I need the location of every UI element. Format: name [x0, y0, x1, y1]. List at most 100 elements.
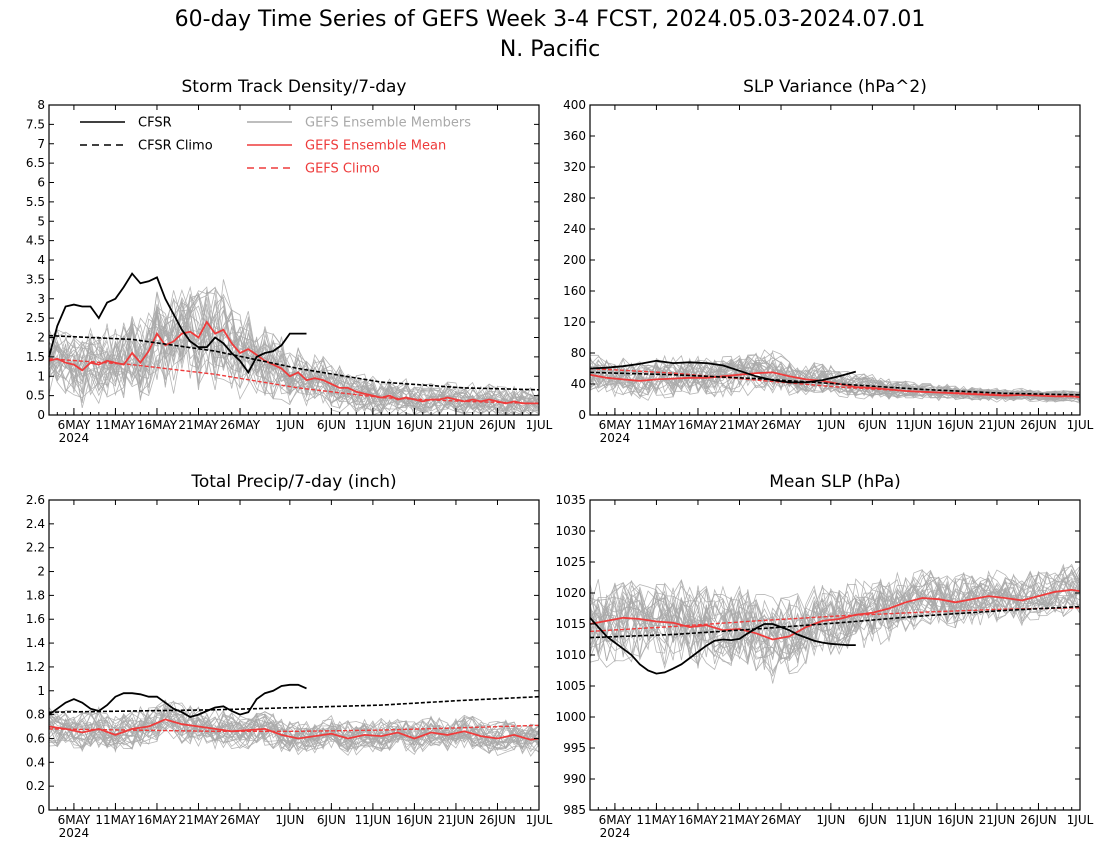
x-tick-label: 21JUN — [979, 418, 1016, 432]
x-tick-label: 26MAY — [761, 418, 802, 432]
ensemble-member-line — [48, 279, 540, 412]
ensemble-member-line — [589, 360, 1081, 402]
cfsr-line — [589, 359, 857, 384]
panel-title: Mean SLP (hPa) — [769, 472, 901, 492]
y-tick-label: 990 — [563, 772, 586, 786]
y-tick-label: 7.5 — [26, 117, 45, 131]
x-tick-label: 11MAY — [636, 813, 677, 827]
x-tick-label: 26MAY — [761, 813, 802, 827]
x-tick-label: 21MAY — [178, 813, 219, 827]
ensemble-member-line — [589, 571, 1081, 655]
x-tick-label: 21JUN — [979, 813, 1016, 827]
x-tick-label: 11MAY — [95, 418, 136, 432]
y-tick-label: 4.5 — [26, 234, 45, 248]
plot-frame — [48, 499, 540, 811]
y-tick-label: 1 — [37, 369, 45, 383]
y-tick-label: 0.6 — [26, 731, 45, 745]
legend-label-cfsr: CFSR — [138, 116, 172, 131]
y-tick-label: 5.5 — [26, 195, 45, 209]
y-tick-label: 0 — [37, 408, 45, 422]
y-tick-label: 1025 — [555, 555, 586, 569]
y-tick-label: 1005 — [555, 679, 586, 693]
y-tick-label: 6 — [37, 176, 45, 190]
y-axis: 0 0.5 1 1.5 2 2.5 3 3.5 4 4.5 5 5.5 6 6.5 7 7.5 8 — [26, 98, 539, 422]
x-tick-label: 16MAY — [678, 813, 719, 827]
x-tick-sublabel: 2024 — [59, 826, 90, 840]
y-tick-label: 200 — [563, 253, 586, 267]
y-tick-label: 0.2 — [26, 779, 45, 793]
x-tick-label: 6MAY — [58, 813, 91, 827]
x-tick-label: 16JUN — [396, 418, 433, 432]
legend: CFSR CFSR Climo GEFS Ensemble Members GEFS … — [80, 116, 471, 177]
y-axis: 985 990 995 1000 1005 1010 1015 1020 1025 1030 103… — [555, 493, 1080, 817]
ensemble-member-line — [589, 568, 1081, 642]
x-tick-label: 1JUL — [526, 813, 553, 827]
y-axis: 0 40 80 120 160 200 240 280 320 360 400 — [563, 98, 1080, 422]
ensemble-members — [48, 279, 540, 417]
panel-title: SLP Variance (hPa^2) — [743, 77, 927, 97]
ensemble-member-line — [589, 577, 1081, 648]
x-tick-label: 26JUN — [479, 418, 516, 432]
y-tick-label: 280 — [563, 191, 586, 205]
panel-title: Storm Track Density/7-day — [182, 77, 407, 97]
y-tick-label: 3.5 — [26, 272, 45, 286]
x-tick-label: 11JUN — [896, 418, 933, 432]
y-tick-label: 985 — [563, 803, 586, 817]
y-tick-label: 1030 — [555, 524, 586, 538]
y-tick-label: 2.2 — [26, 541, 45, 555]
y-tick-label: 2.6 — [26, 493, 45, 507]
y-tick-label: 0.4 — [26, 755, 45, 769]
x-tick-label: 16MAY — [137, 813, 178, 827]
x-tick-label: 16MAY — [678, 418, 719, 432]
ens-mean-line — [48, 320, 539, 405]
y-tick-label: 4 — [37, 253, 45, 267]
y-tick-label: 240 — [563, 222, 586, 236]
y-tick-label: 995 — [563, 741, 586, 755]
y-tick-label: 80 — [571, 346, 586, 360]
ensemble-member-line — [48, 707, 540, 753]
x-tick-label: 1JUN — [816, 418, 845, 432]
y-tick-label: 1.6 — [26, 612, 45, 626]
x-tick-label: 11MAY — [636, 418, 677, 432]
y-tick-label: 40 — [571, 377, 586, 391]
legend-label-cfsr-climo: CFSR Climo — [138, 139, 213, 154]
legend-label-gefs-climo: GEFS Climo — [305, 162, 380, 177]
x-tick-label: 11JUN — [355, 418, 392, 432]
x-tick-label: 16MAY — [137, 418, 178, 432]
y-tick-label: 8 — [37, 98, 45, 112]
cfsr-climo-line — [589, 371, 1081, 396]
y-tick-label: 320 — [563, 160, 586, 174]
x-tick-label: 21MAY — [178, 418, 219, 432]
x-tick-label: 21MAY — [719, 813, 760, 827]
panels: Storm Track Density/7-day 0 0.5 1 1.5 2 2.5 3 3.… — [26, 77, 1094, 840]
ensemble-member-line — [48, 312, 540, 416]
x-tick-label: 1JUL — [526, 418, 553, 432]
x-tick-label: 6MAY — [58, 418, 91, 432]
legend-label-members: GEFS Ensemble Members — [305, 116, 471, 131]
y-tick-label: 1.5 — [26, 350, 45, 364]
x-tick-label: 26JUN — [479, 813, 516, 827]
cfsr-line — [48, 272, 307, 375]
x-tick-label: 11JUN — [896, 813, 933, 827]
y-tick-label: 1010 — [555, 648, 586, 662]
ensemble-member-line — [48, 312, 540, 416]
y-tick-label: 0 — [37, 803, 45, 817]
x-tick-label: 6JUN — [858, 418, 887, 432]
x-tick-sublabel: 2024 — [59, 431, 90, 445]
gefs-climo-line — [48, 724, 540, 732]
x-tick-label: 1JUN — [816, 813, 845, 827]
y-axis: 0 0.2 0.4 0.6 0.8 1 1.2 1.4 1.6 1.8 2 2.2 2.4 2.6 — [26, 493, 539, 817]
plot-area — [589, 563, 1081, 684]
y-tick-label: 5 — [37, 214, 45, 228]
panel-3: Total Precip/7-day (inch)00.20.40.60.811… — [26, 472, 553, 840]
y-tick-label: 0.5 — [26, 389, 45, 403]
x-tick-label: 21JUN — [438, 418, 475, 432]
y-tick-label: 1035 — [555, 493, 586, 507]
ensemble-member-line — [589, 577, 1081, 677]
x-tick-label: 1JUN — [275, 813, 304, 827]
x-tick-label: 6JUN — [317, 813, 346, 827]
y-tick-label: 2.5 — [26, 311, 45, 325]
